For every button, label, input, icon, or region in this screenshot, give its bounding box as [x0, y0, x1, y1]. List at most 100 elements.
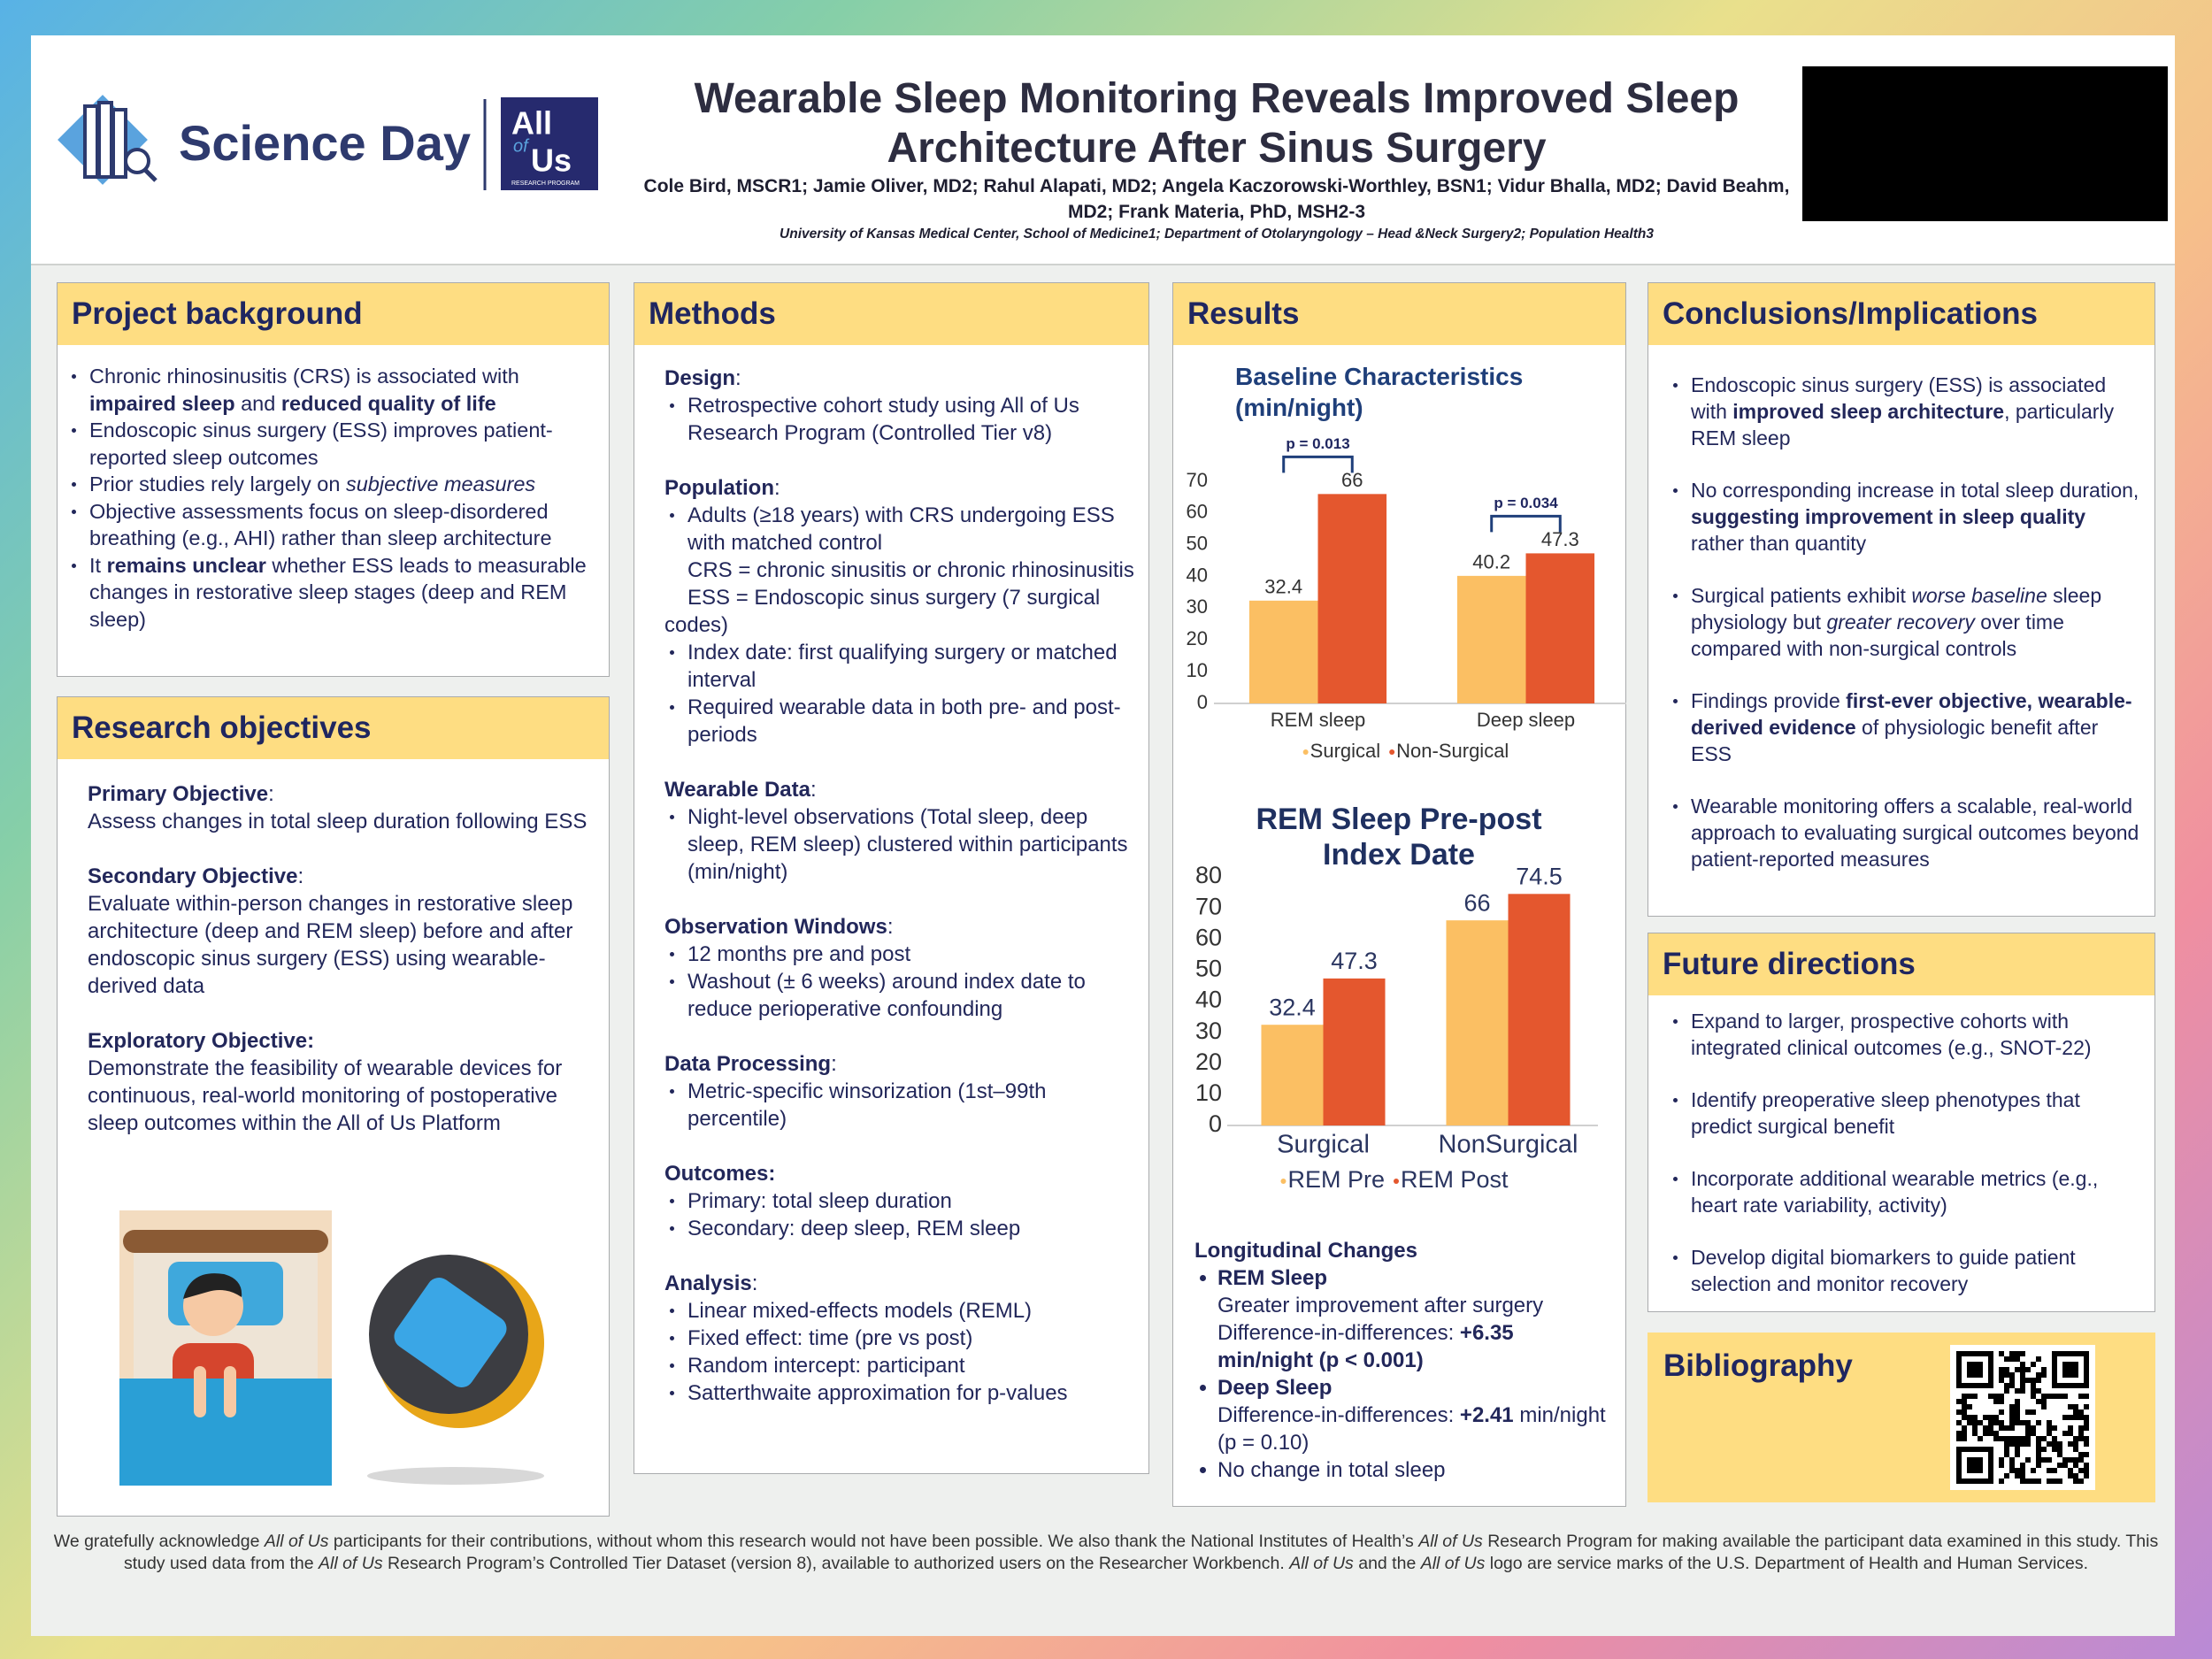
- future-section: Future directions Expand to larger, pros…: [1647, 933, 2155, 1312]
- bullet-item: Fixed effect: time (pre vs post): [664, 1325, 1136, 1352]
- text-run: Washout (± 6 weeks) around index date to…: [687, 970, 1086, 1021]
- paragraph-group: Primary Objective: Assess changes in tota…: [88, 780, 591, 835]
- y-tick-label: 60: [1187, 501, 1208, 523]
- qr-module: [2009, 1425, 2015, 1431]
- text-run: Data Processing: [664, 1052, 832, 1076]
- text-run: Design: [664, 366, 736, 390]
- bullet-item: Identify preoperative sleep phenotypes t…: [1668, 1087, 2142, 1140]
- qr-module: [2036, 1447, 2041, 1452]
- qr-module: [1999, 1409, 2004, 1415]
- qr-module: [2084, 1468, 2089, 1473]
- legend-label: REM Post: [1401, 1166, 1509, 1193]
- text-run: Assess changes in total sleep duration f…: [88, 810, 588, 833]
- qr-module: [1988, 1420, 1993, 1425]
- text-run: Expand to larger, prospective cohorts wi…: [1691, 1010, 2092, 1059]
- qr-module: [2073, 1415, 2078, 1420]
- y-tick-label: 30: [1195, 1018, 1222, 1044]
- section-heading: Future directions: [1648, 933, 2154, 995]
- y-tick-label: 20: [1195, 1048, 1222, 1075]
- qr-module: [2047, 1431, 2052, 1436]
- x-tick-label: REM sleep: [1271, 709, 1366, 731]
- significance-bracket: [1490, 514, 1562, 533]
- qr-module: [2057, 1394, 2062, 1399]
- bullet-item: Primary: total sleep duration: [664, 1187, 1136, 1215]
- paragraph-group: Expand to larger, prospective cohorts wi…: [1668, 1008, 2142, 1061]
- bullet-item: Random intercept: participant: [664, 1352, 1136, 1379]
- qr-module: [1967, 1415, 1972, 1420]
- qr-module: [2004, 1473, 2009, 1479]
- qr-module: [2041, 1399, 2047, 1404]
- qr-module: [2004, 1372, 2009, 1378]
- illustration: [119, 1210, 544, 1486]
- qr-module: [1962, 1404, 1967, 1409]
- text-run: Longitudinal Changes: [1194, 1239, 1417, 1263]
- qr-module: [2015, 1473, 2020, 1479]
- text-run: reduced quality of life: [280, 391, 496, 415]
- paragraph-group: Surgical patients exhibit worse baseline…: [1668, 582, 2142, 662]
- qr-module: [2084, 1404, 2089, 1409]
- partner-logo-text: Us: [531, 142, 572, 179]
- text-run: Prior studies rely largely on: [89, 472, 346, 495]
- qr-module: [2062, 1415, 2068, 1420]
- subheading: Analysis:: [664, 1270, 1136, 1297]
- subheading: Data Processing:: [664, 1050, 1136, 1078]
- qr-module: [2047, 1441, 2052, 1447]
- qr-module: [1988, 1394, 1993, 1399]
- paragraph-group: Secondary Objective: Evaluate within-pers…: [88, 863, 591, 1000]
- qr-module: [2036, 1372, 2041, 1378]
- text-run: Secondary Objective: [88, 864, 298, 888]
- chart: 0 10 20 30 40 50 60 70 80 Surgical 32.4 47.3 NonSurg…: [1195, 862, 1598, 1193]
- text-run: remains unclear: [106, 553, 266, 577]
- text-line: ESS = Endoscopic sinus surgery (7 surgic…: [664, 584, 1136, 639]
- subheading: Secondary Objective:: [88, 863, 591, 890]
- title-block: Wearable Sleep Monitoring Reveals Improv…: [619, 74, 1814, 244]
- qr-module: [1956, 1436, 1962, 1441]
- qr-module: [1972, 1420, 1978, 1425]
- subheading: Exploratory Objective:: [88, 1027, 591, 1055]
- bullet-item: No change in total sleep: [1194, 1456, 1610, 1484]
- qr-module: [2084, 1441, 2089, 1447]
- qr-module: [1956, 1420, 1962, 1425]
- qr-module: [2015, 1452, 2020, 1457]
- qr-module: [1978, 1436, 1983, 1441]
- bullet-item: It remains unclear whether ESS leads to …: [66, 552, 602, 634]
- qr-module: [2084, 1452, 2089, 1457]
- text-run: Primary Objective: [88, 782, 269, 806]
- text-run: Exploratory Objective:: [88, 1029, 315, 1053]
- qr-module: [2031, 1362, 2036, 1367]
- text-run: Required wearable data in both pre- and …: [687, 695, 1121, 747]
- qr-module: [2020, 1473, 2025, 1479]
- qr-module: [2084, 1463, 2089, 1468]
- bullet-item: Deep Sleep: [1194, 1374, 1610, 1402]
- text-run: We gratefully acknowledge: [53, 1532, 265, 1551]
- qr-module: [2009, 1409, 2015, 1415]
- qr-module: [2052, 1425, 2057, 1431]
- section-heading: Conclusions/Implications: [1648, 283, 2154, 345]
- text-run: worse baseline: [1911, 584, 2047, 607]
- text-run: and the: [1353, 1554, 1421, 1573]
- x-tick-label: Deep sleep: [1477, 709, 1575, 731]
- bar: [1508, 894, 1571, 1125]
- qr-module: [1999, 1394, 2004, 1399]
- qr-module: [2031, 1388, 2036, 1394]
- qr-module: [1983, 1415, 1988, 1420]
- qr-module: [2062, 1463, 2068, 1468]
- qr-module: [1988, 1415, 1993, 1420]
- qr-module: [2015, 1404, 2020, 1409]
- qr-module: [2009, 1378, 2015, 1383]
- bullet-item: Satterthwaite approximation for p-values: [664, 1379, 1136, 1407]
- section-heading: Methods: [634, 283, 1148, 345]
- qr-module: [2004, 1452, 2009, 1457]
- qr-module: [2078, 1457, 2084, 1463]
- text-run: Population: [664, 476, 774, 500]
- qr-code: [1950, 1345, 2095, 1490]
- qr-module: [1993, 1431, 1999, 1436]
- qr-module: [2041, 1447, 2047, 1452]
- data-label: 32.4: [1264, 576, 1302, 598]
- section-heading: Project background: [58, 283, 609, 345]
- qr-module: [2031, 1479, 2036, 1484]
- text-run: Difference-in-differences:: [1217, 1321, 1460, 1345]
- qr-module: [2020, 1441, 2025, 1447]
- y-tick-label: 10: [1187, 659, 1208, 681]
- text-run: suggesting improvement in sleep quality: [1691, 505, 2086, 528]
